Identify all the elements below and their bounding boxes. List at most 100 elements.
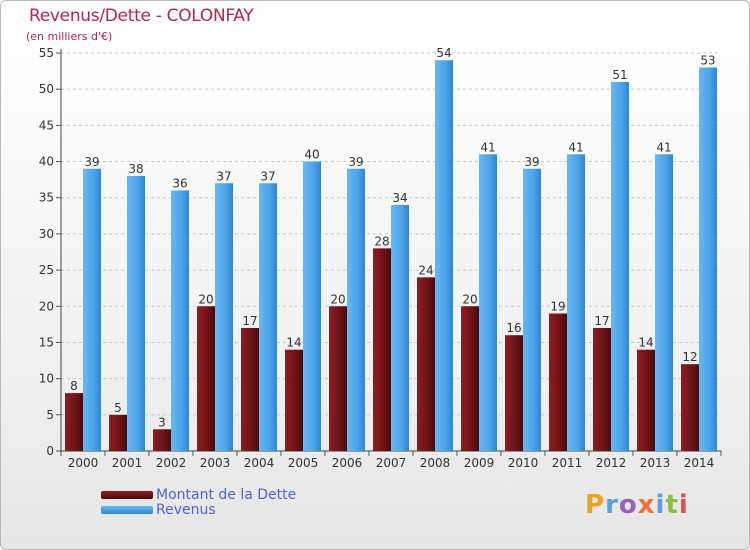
x-tick-label: 2004 [244, 456, 275, 470]
chart-title: Revenus/Dette - COLONFAY [29, 6, 254, 26]
debt-bar [461, 306, 479, 451]
proxiti-logo: Proxiti [585, 490, 689, 520]
revenue-bar [303, 161, 321, 451]
revenue-bar [171, 190, 189, 451]
debt-value-label: 14 [638, 336, 653, 350]
revenue-bar [699, 67, 717, 452]
debt-bar [153, 429, 171, 451]
chart-subtitle: (en milliers d'€) [26, 30, 113, 43]
logo-letter: i [655, 490, 666, 520]
debt-value-label: 17 [594, 314, 609, 328]
y-tick-label: 45 [39, 118, 54, 132]
y-tick-label: 25 [39, 263, 54, 277]
logo-letter: r [605, 490, 619, 520]
debt-value-label: 5 [114, 401, 122, 415]
y-tick-label: 20 [39, 299, 54, 313]
debt-bar [637, 349, 655, 451]
revenue-value-label: 40 [304, 148, 319, 162]
legend-label-debt: Montant de la Dette [156, 487, 297, 503]
x-tick-label: 2013 [640, 456, 671, 470]
x-tick-label: 2006 [332, 456, 363, 470]
logo-letter: P [585, 490, 606, 520]
y-tick-label: 15 [39, 335, 54, 349]
revenue-value-label: 54 [436, 46, 451, 60]
debt-bar [197, 306, 215, 451]
debt-value-label: 20 [462, 292, 477, 306]
revenue-bar [655, 154, 673, 452]
debt-bar [549, 313, 567, 451]
revenue-bar [435, 60, 453, 452]
y-tick-label: 0 [46, 444, 54, 458]
x-tick-label: 2003 [200, 456, 231, 470]
revenue-bar [127, 176, 145, 451]
debt-value-label: 8 [70, 379, 78, 393]
debt-value-label: 19 [550, 300, 565, 314]
debt-value-label: 20 [330, 292, 345, 306]
y-tick-label: 10 [39, 372, 54, 386]
x-tick-label: 2001 [112, 456, 143, 470]
legend-label-revenue: Revenus [156, 502, 216, 518]
revenue-value-label: 41 [656, 140, 671, 154]
revenue-bar [215, 183, 233, 451]
debt-bar [285, 349, 303, 451]
debt-bar [681, 364, 699, 451]
debt-bar [329, 306, 347, 451]
revenue-bar [523, 168, 541, 452]
revenue-bar [83, 168, 101, 452]
y-tick-label: 55 [39, 46, 54, 60]
debt-value-label: 20 [198, 292, 213, 306]
debt-value-label: 24 [418, 263, 433, 277]
debt-bar [593, 327, 611, 451]
legend-swatch-revenue [101, 506, 153, 514]
revenue-value-label: 34 [392, 191, 407, 205]
debt-bar [373, 248, 391, 451]
legend-swatch-debt [101, 491, 153, 499]
revenue-value-label: 51 [612, 68, 627, 82]
x-tick-label: 2005 [288, 456, 319, 470]
revenue-value-label: 41 [480, 140, 495, 154]
x-tick-label: 2000 [68, 456, 99, 470]
x-tick-label: 2011 [552, 456, 583, 470]
revenue-value-label: 36 [172, 176, 187, 190]
x-tick-label: 2012 [596, 456, 627, 470]
x-tick-label: 2002 [156, 456, 187, 470]
y-tick-label: 30 [39, 227, 54, 241]
revenue-bar [259, 183, 277, 451]
x-tick-label: 2007 [376, 456, 407, 470]
y-tick-label: 50 [39, 82, 54, 96]
logo-letter: i [678, 490, 689, 520]
debt-bar [417, 277, 435, 451]
revenue-value-label: 53 [700, 53, 715, 67]
debt-bar [505, 335, 523, 451]
y-tick-label: 5 [46, 408, 54, 422]
revenue-bar [391, 204, 409, 451]
revenue-value-label: 38 [128, 162, 143, 176]
revenue-value-label: 37 [216, 169, 231, 183]
y-tick-label: 35 [39, 191, 54, 205]
x-tick-label: 2009 [464, 456, 495, 470]
x-tick-label: 2014 [684, 456, 715, 470]
logo-letter: x [637, 490, 656, 520]
debt-bar [241, 327, 259, 451]
revenue-value-label: 39 [348, 155, 363, 169]
revenue-bar [567, 154, 585, 452]
y-tick-label: 40 [39, 155, 54, 169]
x-tick-label: 2010 [508, 456, 539, 470]
debt-value-label: 12 [682, 350, 697, 364]
debt-value-label: 3 [158, 415, 166, 429]
debt-value-label: 16 [506, 321, 521, 335]
revenue-bar [611, 81, 629, 451]
debt-bar [109, 414, 127, 451]
debt-value-label: 28 [374, 234, 389, 248]
revenue-value-label: 41 [568, 140, 583, 154]
debt-bar [65, 393, 83, 451]
revenue-bar [479, 154, 497, 452]
debt-value-label: 17 [242, 314, 257, 328]
revenue-bar [347, 168, 365, 452]
x-tick-label: 2008 [420, 456, 451, 470]
revenue-value-label: 39 [524, 155, 539, 169]
logo-letter: o [618, 490, 638, 520]
revenue-value-label: 37 [260, 169, 275, 183]
